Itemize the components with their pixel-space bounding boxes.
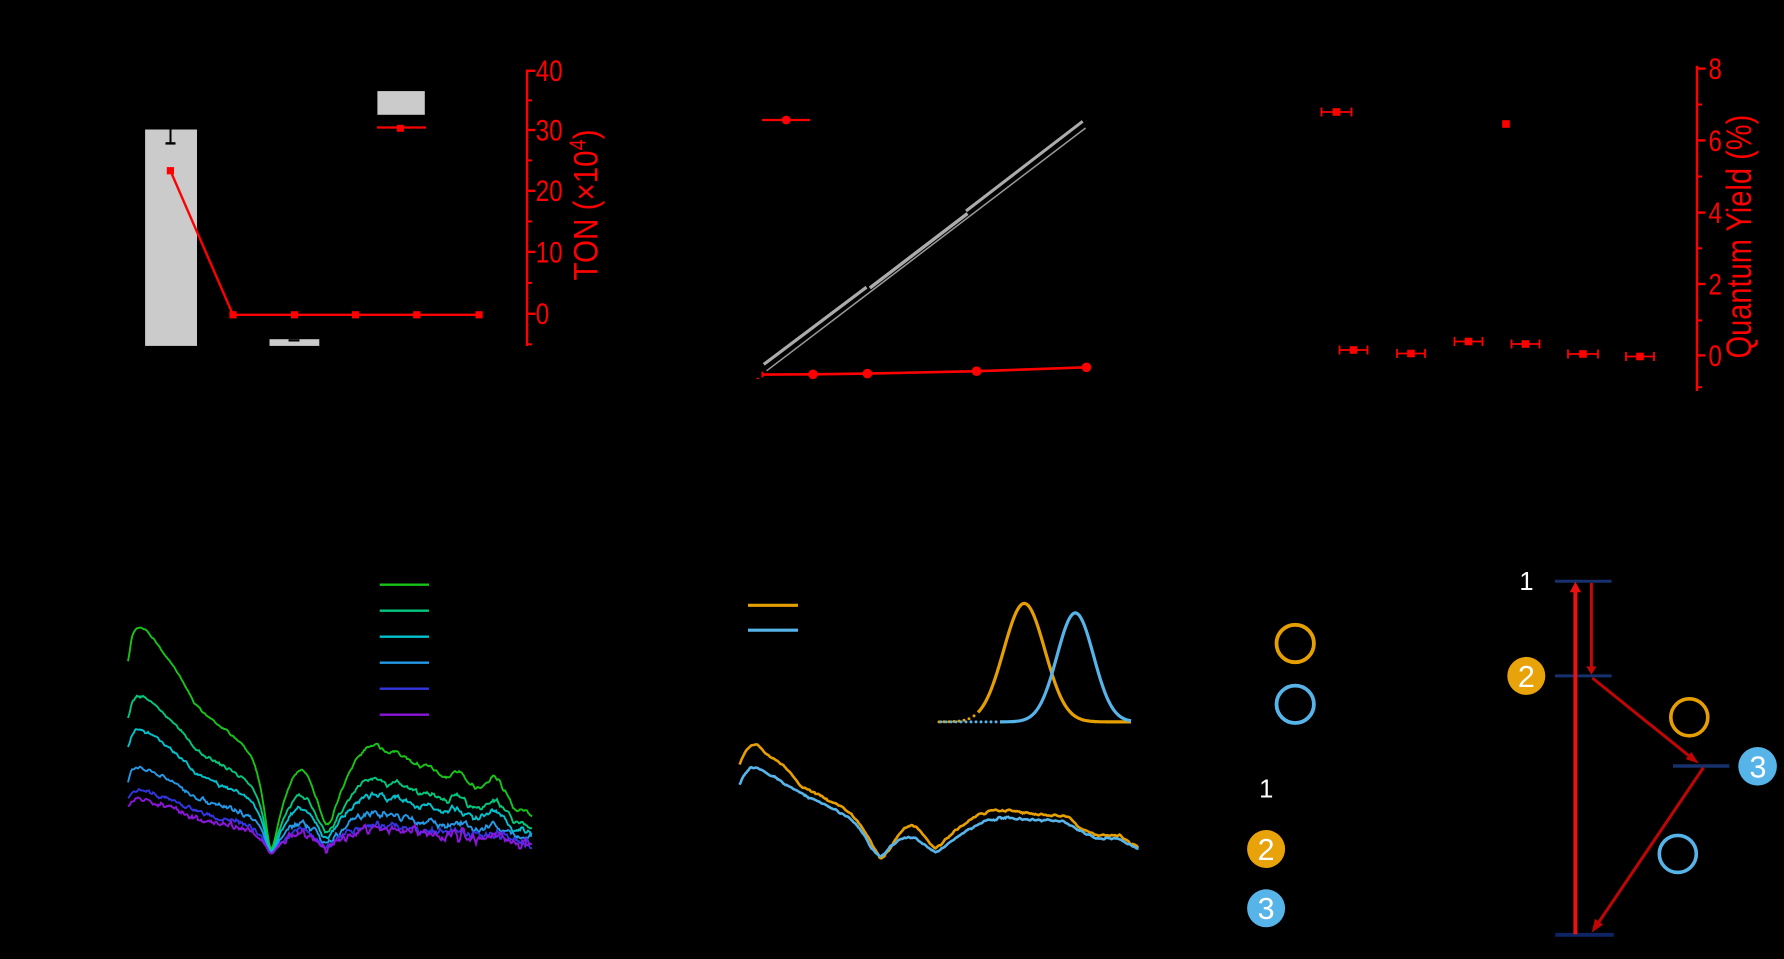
svg-text:Quantum Yield (%): Quantum Yield (%)	[1719, 115, 1758, 359]
svg-text:4: 4	[1709, 197, 1722, 230]
svg-text:1: 1	[1259, 776, 1273, 804]
svg-text:10: 10	[536, 236, 563, 269]
svg-text:8: 8	[1709, 53, 1722, 86]
svg-text:20: 20	[536, 175, 563, 208]
svg-text:40: 40	[536, 55, 563, 88]
svg-text:6: 6	[1709, 125, 1722, 158]
svg-text:3: 3	[1258, 892, 1275, 926]
svg-text:1: 1	[1519, 568, 1533, 596]
svg-text:2: 2	[1258, 833, 1275, 867]
svg-text:30: 30	[536, 114, 563, 147]
svg-text:0: 0	[1709, 340, 1722, 373]
svg-text:0: 0	[536, 298, 549, 331]
svg-text:2: 2	[1518, 660, 1535, 694]
svg-text:TON (×104): TON (×104)	[564, 129, 605, 280]
svg-text:3: 3	[1750, 750, 1767, 784]
svg-text:2: 2	[1709, 268, 1722, 301]
